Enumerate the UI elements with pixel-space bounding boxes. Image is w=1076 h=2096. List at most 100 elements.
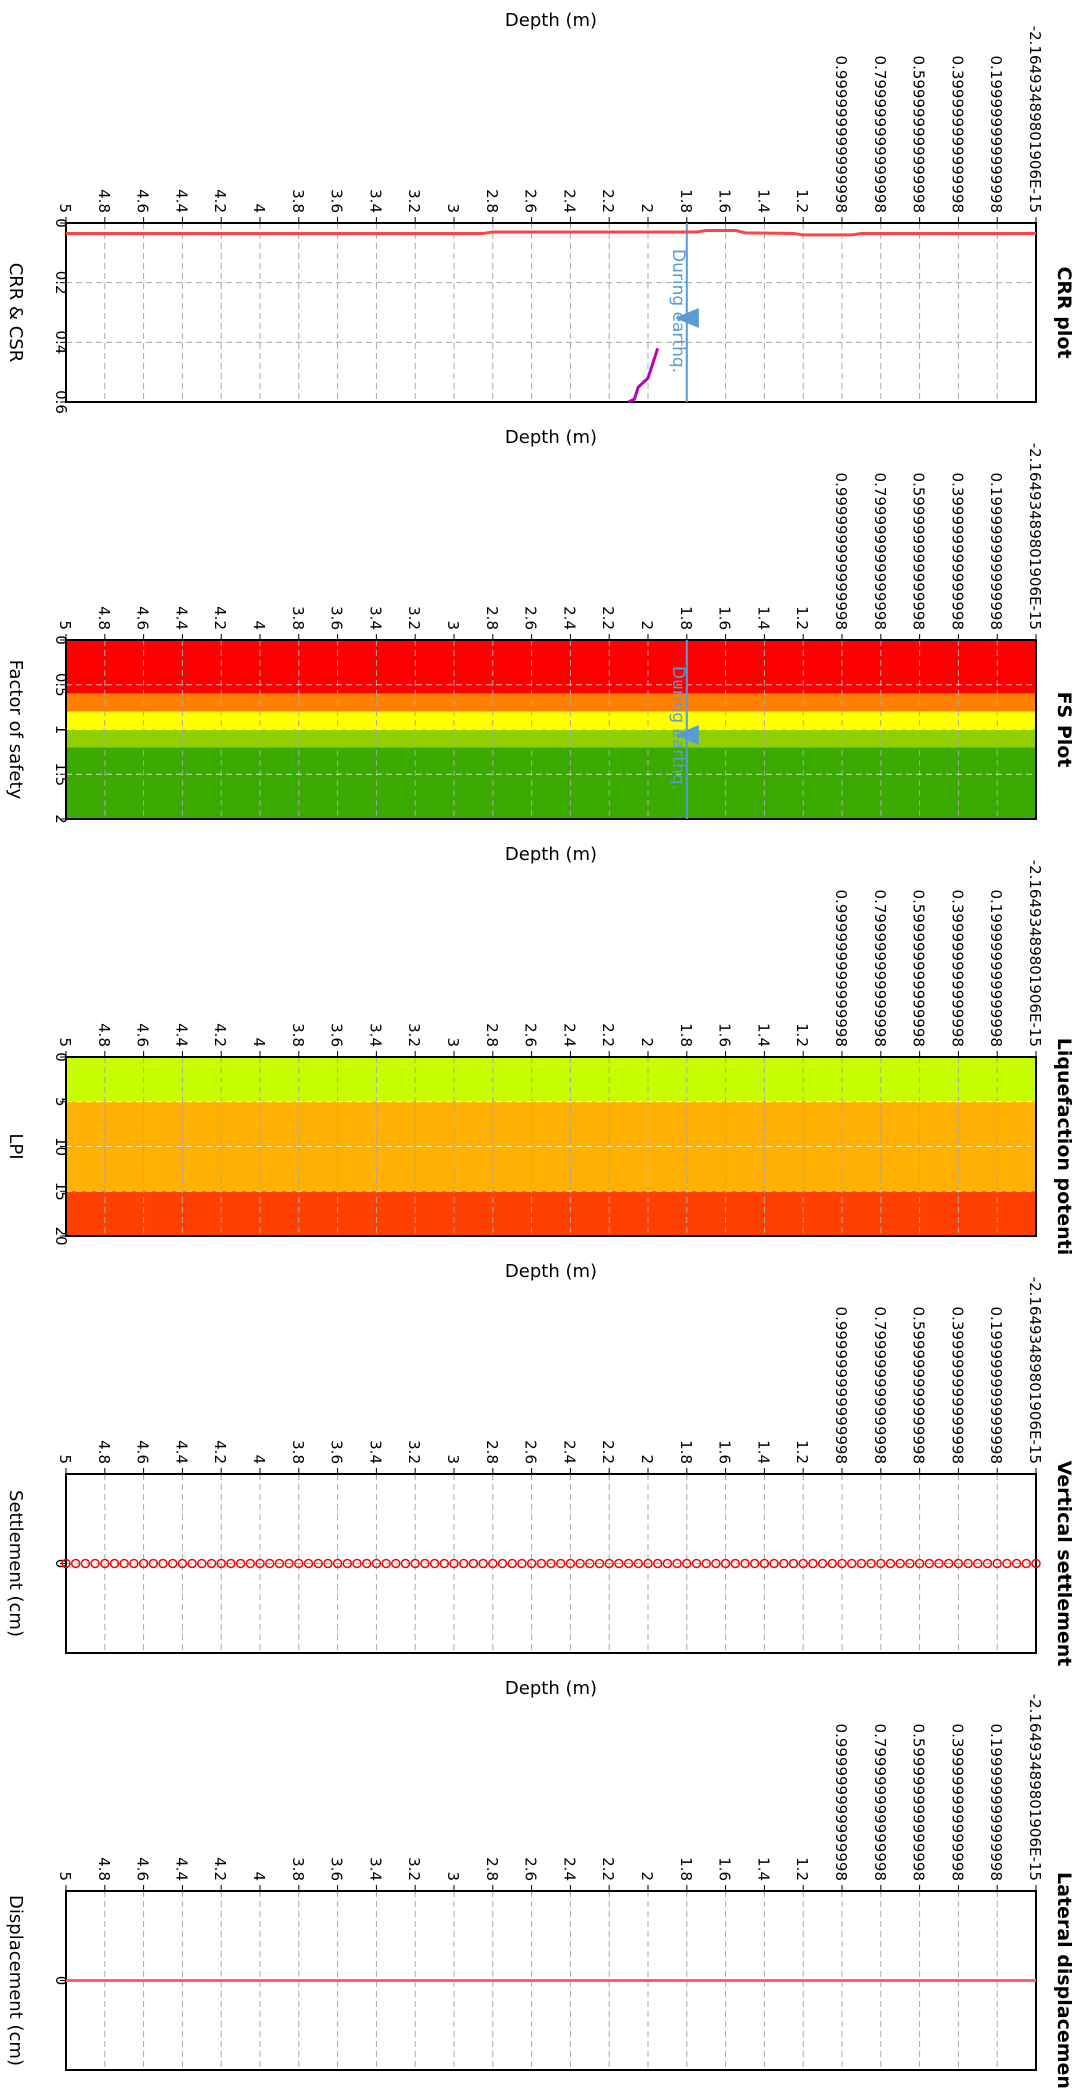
x-axis-label: Depth (m) — [505, 1261, 597, 1282]
depth-tick-label: 4.4 — [172, 606, 190, 630]
depth-tick-label: 0.999999999999998 — [832, 1307, 850, 1464]
settlement-point — [274, 1558, 285, 1569]
settlement-point — [575, 1558, 585, 1569]
depth-tick-label: 3.2 — [405, 1440, 423, 1464]
depth-tick-label: 0.799999999999998 — [871, 56, 889, 213]
y-axis-label: LPI — [5, 1133, 26, 1159]
settlement-point — [400, 1558, 411, 1569]
depth-tick-label: 4.6 — [134, 189, 152, 213]
depth-tick-label: 0.999999999999998 — [832, 890, 850, 1047]
depth-tick-label: 2 — [638, 1871, 656, 1881]
depth-tick-label: 4.6 — [134, 606, 152, 630]
depth-tick-label: 2.2 — [599, 1023, 617, 1047]
chart-title: Lateral displacemen — [1053, 1872, 1075, 2089]
settlement-point — [885, 1558, 896, 1569]
settlement-point — [197, 1558, 207, 1569]
depth-tick-label: 3.6 — [328, 606, 346, 630]
value-tick-label: 0 — [52, 635, 70, 645]
settlement-point — [652, 1558, 663, 1569]
value-tick-label: 2 — [52, 814, 70, 824]
depth-tick-label: 1.4 — [754, 1857, 772, 1881]
depth-tick-label: 3 — [444, 203, 462, 213]
settlement-point — [711, 1558, 721, 1569]
depth-tick-label: 2.4 — [560, 1440, 578, 1464]
settlement-point — [953, 1558, 964, 1569]
depth-tick-label: 4.8 — [95, 189, 113, 213]
depth-tick-label: 2.8 — [483, 1023, 501, 1047]
depth-tick-label: 1.6 — [716, 1023, 734, 1047]
settlement-point — [478, 1558, 488, 1569]
depth-tick-label: 4.8 — [95, 606, 113, 630]
settlement-point — [1021, 1558, 1032, 1569]
y-axis-label: CRR & CSR — [5, 263, 26, 363]
depth-tick-label: 0.399999999999998 — [948, 890, 966, 1047]
depth-tick-label: 1.2 — [793, 1440, 811, 1464]
plot-frame — [65, 222, 1037, 403]
depth-tick-label: -2.16493489801906E-15 — [1026, 1277, 1044, 1464]
x-axis-label: Depth (m) — [505, 427, 597, 448]
depth-tick-label: 2.2 — [599, 1857, 617, 1881]
settlement-point — [798, 1558, 808, 1569]
settlement-point — [488, 1558, 498, 1569]
settlement-point — [963, 1558, 973, 1569]
settlement-point — [837, 1558, 847, 1569]
depth-tick-label: 0.399999999999998 — [948, 1724, 966, 1881]
settlement-point — [720, 1558, 731, 1569]
settlement-point — [943, 1558, 954, 1569]
gwt-annotation: During earthq. — [668, 249, 688, 373]
settlement-point — [973, 1558, 983, 1569]
depth-tick-label: 5 — [56, 1037, 74, 1047]
band-1 — [66, 1057, 1036, 1102]
depth-tick-label: 0.199999999999998 — [987, 473, 1005, 630]
depth-tick-label: 3.4 — [366, 606, 384, 630]
depth-tick-label: 4.6 — [134, 1023, 152, 1047]
depth-tick-label: 4.2 — [211, 1857, 229, 1881]
depth-tick-label: 2.8 — [483, 1857, 501, 1881]
settlement-point — [449, 1558, 459, 1569]
value-tick-label: 20 — [52, 1226, 70, 1245]
settlement-point — [759, 1558, 770, 1569]
depth-tick-label: 3.2 — [405, 1023, 423, 1047]
depth-tick-label: 0.199999999999998 — [987, 1307, 1005, 1464]
depth-tick-label: 2.6 — [522, 1440, 540, 1464]
depth-tick-label: 3 — [444, 1871, 462, 1881]
settlement-point — [924, 1558, 935, 1569]
value-tick-label: 0.2 — [52, 271, 70, 295]
settlement-point — [284, 1558, 294, 1569]
value-tick-label: 0 — [52, 1559, 70, 1569]
depth-tick-label: 1.4 — [754, 606, 772, 630]
x-axis-label: Depth (m) — [505, 1678, 597, 1699]
settlement-point — [468, 1558, 479, 1569]
depth-tick-label: 2.2 — [599, 189, 617, 213]
settlement-point — [264, 1558, 275, 1569]
settlement-point — [701, 1558, 711, 1569]
depth-tick-label: 2.2 — [599, 1440, 617, 1464]
depth-tick-label: 4.6 — [134, 1440, 152, 1464]
depth-tick-label: 1.6 — [716, 1440, 734, 1464]
settlement-point — [808, 1558, 818, 1569]
settlement-point — [371, 1558, 382, 1569]
depth-tick-label: 0.399999999999998 — [948, 56, 966, 213]
panel-1: -2.16493489801906E-15 0.199999999999998 0.… — [5, 10, 1075, 414]
depth-tick-label: 0.199999999999998 — [987, 890, 1005, 1047]
settlement-point — [90, 1558, 100, 1569]
settlement-point — [129, 1558, 139, 1569]
depth-tick-label: 4 — [250, 1454, 268, 1464]
depth-tick-label: 3.8 — [289, 1023, 307, 1047]
settlement-point — [895, 1558, 905, 1569]
settlement-point — [420, 1558, 430, 1569]
depth-tick-label: 1.6 — [716, 1857, 734, 1881]
settlement-point — [439, 1558, 450, 1569]
value-tick-label: 1 — [52, 725, 70, 735]
depth-tick-label: 1.2 — [793, 1857, 811, 1881]
settlement-point — [662, 1558, 673, 1569]
depth-tick-label: 1.2 — [793, 606, 811, 630]
depth-tick-label: 4.2 — [211, 1023, 229, 1047]
band-2 — [66, 693, 1036, 712]
depth-tick-label: 3.4 — [366, 1023, 384, 1047]
settlement-point — [846, 1558, 857, 1569]
depth-tick-label: 2.6 — [522, 189, 540, 213]
settlement-point — [235, 1558, 246, 1569]
